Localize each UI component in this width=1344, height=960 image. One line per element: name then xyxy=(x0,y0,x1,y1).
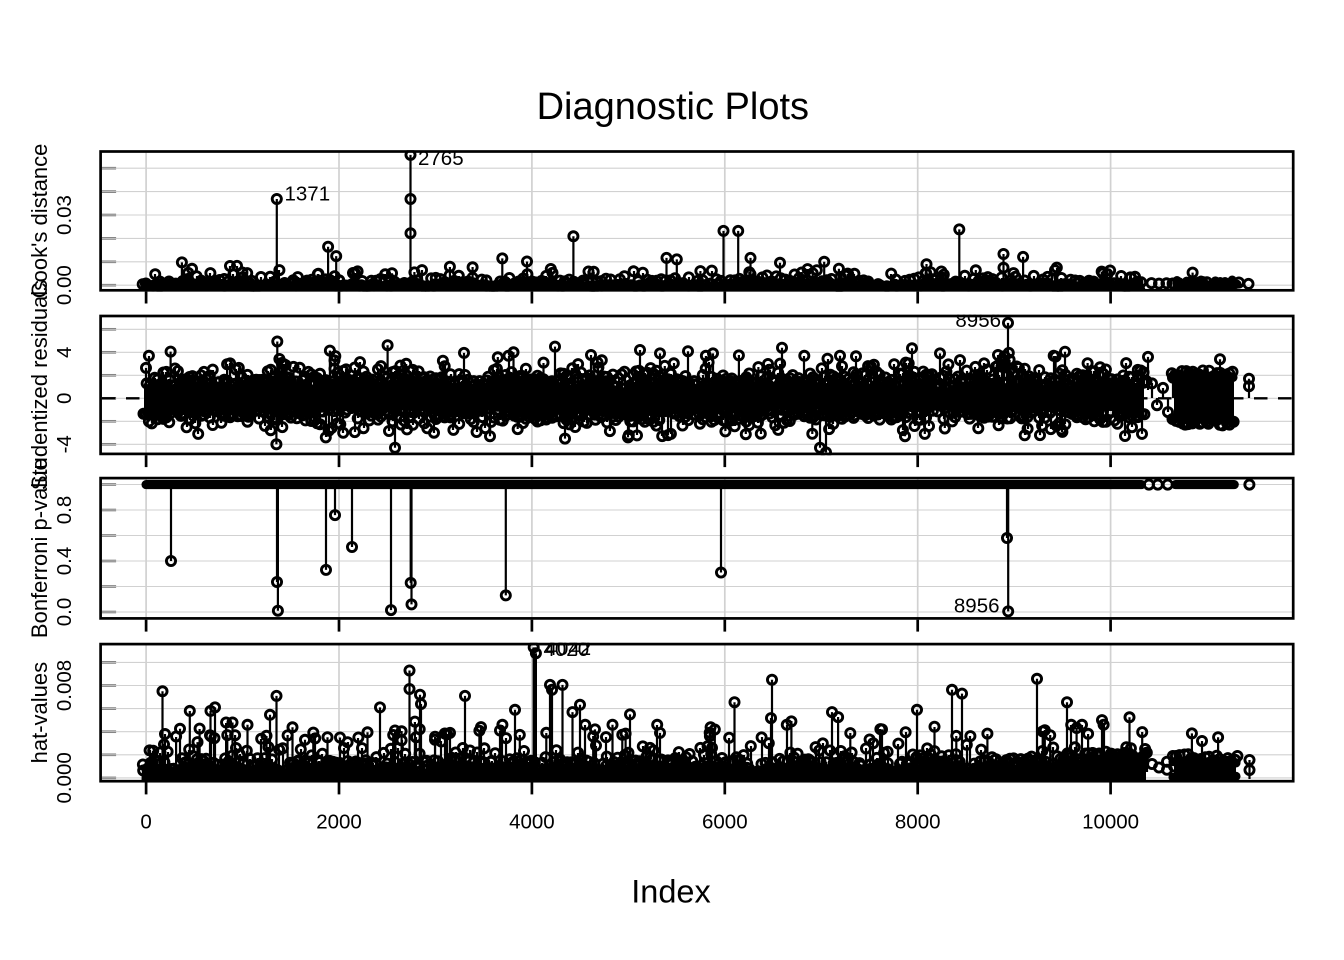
svg-text:8956: 8956 xyxy=(955,309,1001,332)
svg-text:0.008: 0.008 xyxy=(53,660,76,711)
svg-text:4042: 4042 xyxy=(546,637,592,660)
svg-text:2000: 2000 xyxy=(316,811,362,834)
svg-text:6000: 6000 xyxy=(702,811,748,834)
svg-text:0.00: 0.00 xyxy=(53,265,76,305)
svg-text:0: 0 xyxy=(140,811,151,834)
svg-text:-4: -4 xyxy=(53,435,76,453)
svg-text:1371: 1371 xyxy=(285,183,331,206)
svg-text:Cook's distance: Cook's distance xyxy=(27,144,52,299)
svg-text:10000: 10000 xyxy=(1082,811,1139,834)
svg-text:4: 4 xyxy=(53,347,76,358)
svg-text:hat-values: hat-values xyxy=(27,662,52,764)
svg-text:0.0: 0.0 xyxy=(53,598,76,627)
svg-text:0.8: 0.8 xyxy=(53,496,76,525)
svg-text:0.4: 0.4 xyxy=(53,547,76,576)
svg-text:2765: 2765 xyxy=(418,147,464,170)
svg-text:4000: 4000 xyxy=(509,811,555,834)
svg-text:Index: Index xyxy=(631,874,711,910)
svg-text:0: 0 xyxy=(53,393,76,404)
svg-text:8956: 8956 xyxy=(954,595,1000,618)
svg-text:Studentized residuals: Studentized residuals xyxy=(27,280,52,490)
svg-text:4020: 4020 xyxy=(544,638,590,661)
svg-text:0.000: 0.000 xyxy=(53,752,76,803)
svg-text:0.03: 0.03 xyxy=(53,195,76,235)
svg-text:8000: 8000 xyxy=(895,811,941,834)
svg-text:Bonferroni p-value: Bonferroni p-value xyxy=(27,458,52,638)
svg-text:Diagnostic Plots: Diagnostic Plots xyxy=(537,86,809,128)
